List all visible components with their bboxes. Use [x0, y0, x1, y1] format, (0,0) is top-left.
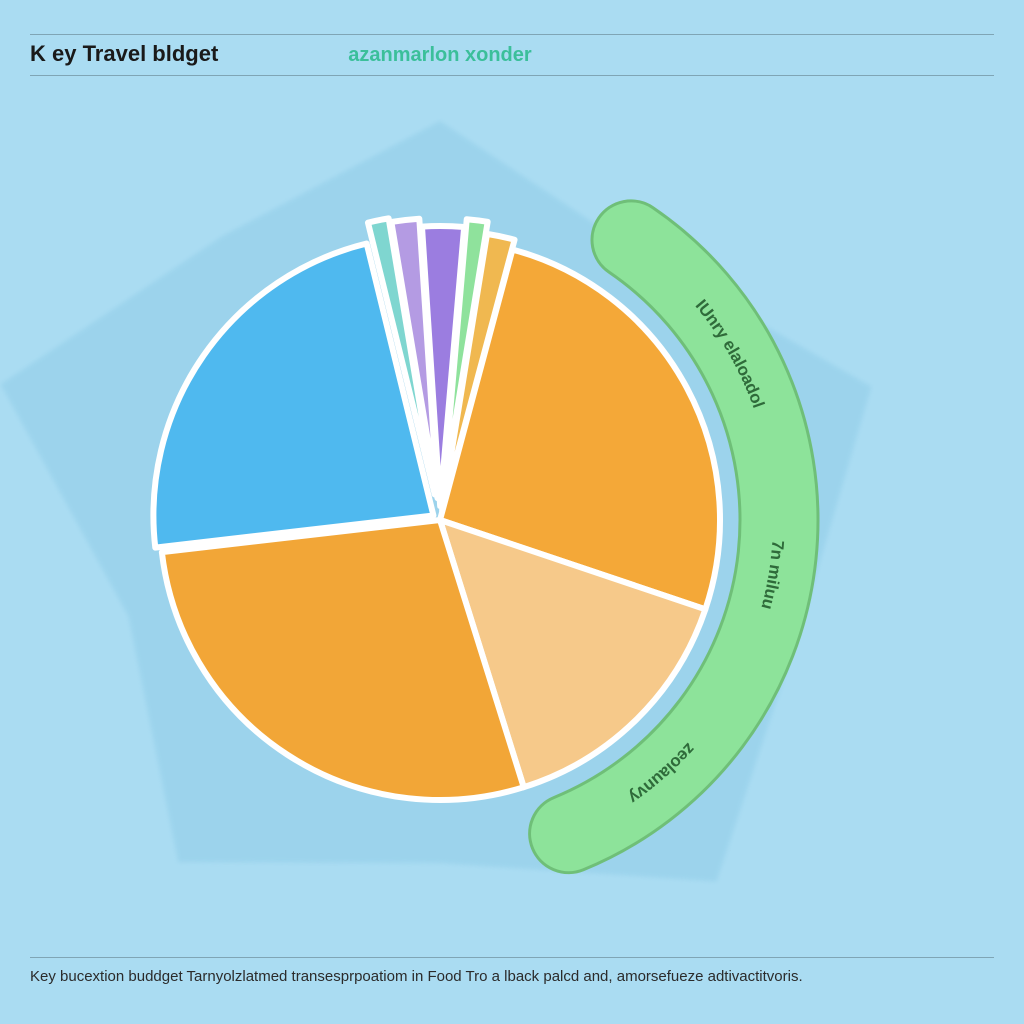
pie-chart: IUnry elaloadol7n miluuzeolaunvy: [0, 0, 1024, 1024]
pie-slices: [153, 218, 720, 800]
footer-caption: Key bucextion buddget Tarnyolzlatmed tra…: [30, 957, 994, 986]
footer-text: Key bucextion buddget Tarnyolzlatmed tra…: [30, 968, 803, 985]
canvas: K ey Travel bldget azanmarlon xonder IUn…: [0, 0, 1024, 1024]
